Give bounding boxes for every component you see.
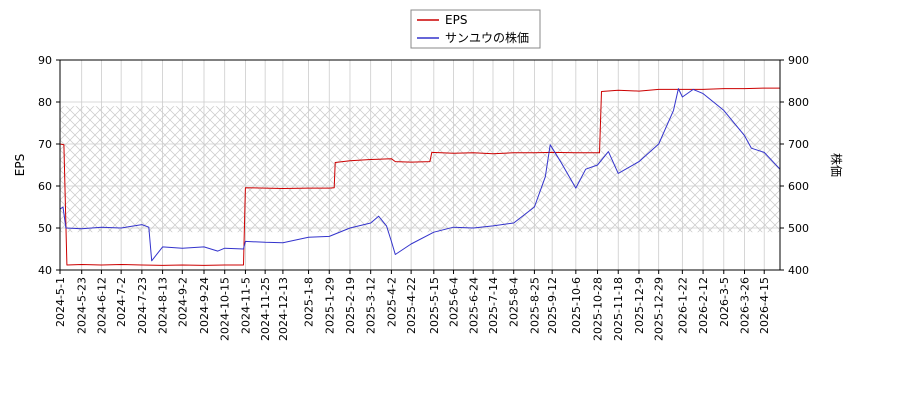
x-tick-label: 2024-9-2 — [176, 277, 189, 327]
right-axis-label: 株価 — [829, 153, 844, 177]
x-tick-label: 2025-7-14 — [487, 277, 500, 334]
x-tick-label: 2025-10-28 — [592, 277, 605, 341]
x-tick-label: 2025-12-29 — [653, 277, 666, 341]
hatched-band — [60, 106, 780, 233]
x-tick-label: 2025-10-6 — [570, 277, 583, 334]
x-tick-label: 2025-11-18 — [612, 277, 625, 341]
x-tick-label: 2024-5-1 — [54, 277, 67, 327]
left-tick-label: 50 — [38, 222, 52, 235]
x-tick-label: 2025-6-4 — [448, 277, 461, 327]
right-tick-label: 400 — [788, 264, 809, 277]
right-tick-label: 900 — [788, 54, 809, 67]
x-tick-label: 2025-12-9 — [633, 277, 646, 334]
x-tick-label: 2024-12-13 — [277, 277, 290, 341]
x-tick-label: 2025-5-15 — [428, 277, 441, 334]
x-tick-label: 2025-1-8 — [303, 277, 316, 327]
x-tick-label: 2026-3-5 — [718, 277, 731, 327]
x-tick-label: 2024-8-13 — [157, 277, 170, 334]
x-tick-label: 2024-10-15 — [219, 277, 232, 341]
x-tick-label: 2025-9-12 — [546, 277, 559, 334]
x-tick-label: 2025-3-12 — [365, 277, 378, 334]
plot-frame — [59, 59, 781, 271]
x-tick-label: 2025-4-22 — [405, 277, 418, 334]
x-tick-label: 2025-8-25 — [528, 277, 541, 334]
left-axis-label: EPS — [13, 154, 27, 176]
legend-box — [410, 9, 541, 49]
x-tick-label: 2025-6-24 — [467, 277, 480, 334]
x-tick-label: 2024-6-12 — [95, 277, 108, 334]
x-tick-label: 2024-7-23 — [136, 277, 149, 334]
legend-label: EPS — [445, 13, 467, 27]
left-tick-label: 40 — [38, 264, 52, 277]
price-series-line — [60, 88, 780, 262]
right-tick-label: 500 — [788, 222, 809, 235]
right-tick-label: 700 — [788, 138, 809, 151]
x-tick-label: 2025-4-2 — [385, 277, 398, 327]
eps-series-line — [60, 87, 780, 266]
x-tick-label: 2025-8-4 — [508, 277, 521, 327]
x-tick-label: 2025-1-29 — [323, 277, 336, 334]
left-tick-label: 60 — [38, 180, 52, 193]
x-tick-label: 2024-11-5 — [239, 277, 252, 334]
x-tick-label: 2026-4-15 — [758, 277, 771, 334]
left-tick-label: 80 — [38, 96, 52, 109]
left-tick-label: 90 — [38, 54, 52, 67]
right-tick-label: 600 — [788, 180, 809, 193]
x-tick-label: 2026-1-22 — [676, 277, 689, 334]
x-tick-label: 2025-2-19 — [344, 277, 357, 334]
x-tick-label: 2024-11-25 — [259, 277, 272, 341]
x-tick-label: 2024-9-24 — [198, 277, 211, 334]
legend-label: サンユウの株価 — [445, 30, 529, 45]
left-tick-label: 70 — [38, 138, 52, 151]
x-tick-label: 2024-7-2 — [115, 277, 128, 327]
right-tick-label: 800 — [788, 96, 809, 109]
x-tick-label: 2026-2-12 — [697, 277, 710, 334]
x-tick-label: 2026-3-26 — [738, 277, 751, 334]
x-tick-label: 2024-5-23 — [76, 277, 89, 334]
